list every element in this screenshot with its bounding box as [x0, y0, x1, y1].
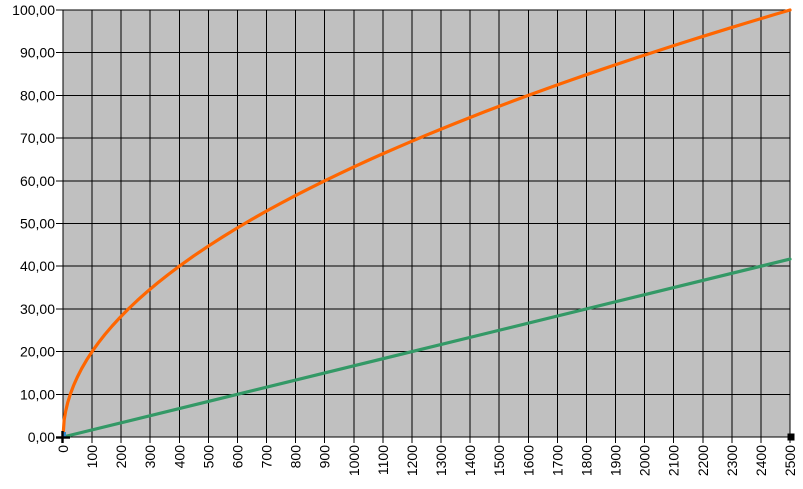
x-axis-tick-label: 500: [200, 445, 216, 469]
x-axis-tick-label: 1600: [520, 445, 536, 476]
x-axis-tick-label: 2400: [753, 445, 769, 476]
origin-data-marker[interactable]: [61, 432, 67, 437]
x-axis-tick-label: 300: [142, 445, 158, 469]
x-axis-tick-label: 1500: [491, 445, 507, 476]
y-axis-tick-label: 80,00: [20, 87, 55, 103]
y-axis-tick-label: 90,00: [20, 45, 55, 61]
x-axis-tick-label: 400: [171, 445, 187, 469]
x-axis-tick-label: 1700: [549, 445, 565, 476]
x-axis-tick-label: 1400: [462, 445, 478, 476]
x-axis-tick-label: 1300: [433, 445, 449, 476]
x-axis-tick-label: 1200: [404, 445, 420, 476]
series-linear-line[interactable]: [61, 257, 792, 439]
x-axis-tick-label: 1000: [346, 445, 362, 476]
x-axis-tick-label: 600: [229, 445, 245, 469]
y-axis-tick-label: 30,00: [20, 301, 55, 317]
x-axis-tick-label: 1900: [608, 445, 624, 476]
series-group: [61, 8, 792, 439]
x-axis-tick-label: 700: [259, 445, 275, 469]
x-axis-tick-label: 0: [55, 445, 71, 453]
y-axis-labels: 0,00 10,00 20,00 30,00 40,00 50,00 60,00 70,00 8…: [12, 2, 55, 445]
x-axis-tick-label: 2000: [637, 445, 653, 476]
chart-resize-handle[interactable]: [787, 433, 795, 441]
x-axis-tick-label: 100: [84, 445, 100, 469]
y-axis-tick-label: 70,00: [20, 130, 55, 146]
gridlines: [56, 9, 791, 443]
x-axis-labels: 0 100 200 300 400 500 600 700 800 900 1000 1100 1200…: [55, 445, 798, 476]
x-axis-tick-label: 200: [113, 445, 129, 469]
y-axis-tick-label: 100,00: [12, 2, 55, 18]
origin-crosshair-icon: [56, 431, 70, 443]
y-axis-tick-label: 40,00: [20, 258, 55, 274]
y-axis-tick-label: 10,00: [20, 386, 55, 402]
series-sqrt-curve[interactable]: [61, 8, 792, 439]
x-axis-tick-label: 1100: [375, 445, 391, 475]
x-axis-tick-label: 1800: [578, 445, 594, 476]
y-axis-tick-label: 50,00: [20, 216, 55, 232]
y-axis-tick-label: 60,00: [20, 173, 55, 189]
y-axis-tick-label: 20,00: [20, 344, 55, 360]
y-axis-tick-label: 0,00: [28, 429, 55, 445]
x-axis-tick-label: 900: [317, 445, 333, 469]
x-axis-tick-label: 2200: [695, 445, 711, 476]
x-axis-tick-label: 2500: [782, 445, 798, 476]
x-axis-tick-label: 800: [288, 445, 304, 469]
x-axis-tick-label: 2300: [724, 445, 740, 476]
x-axis-tick-label: 2100: [666, 445, 682, 476]
